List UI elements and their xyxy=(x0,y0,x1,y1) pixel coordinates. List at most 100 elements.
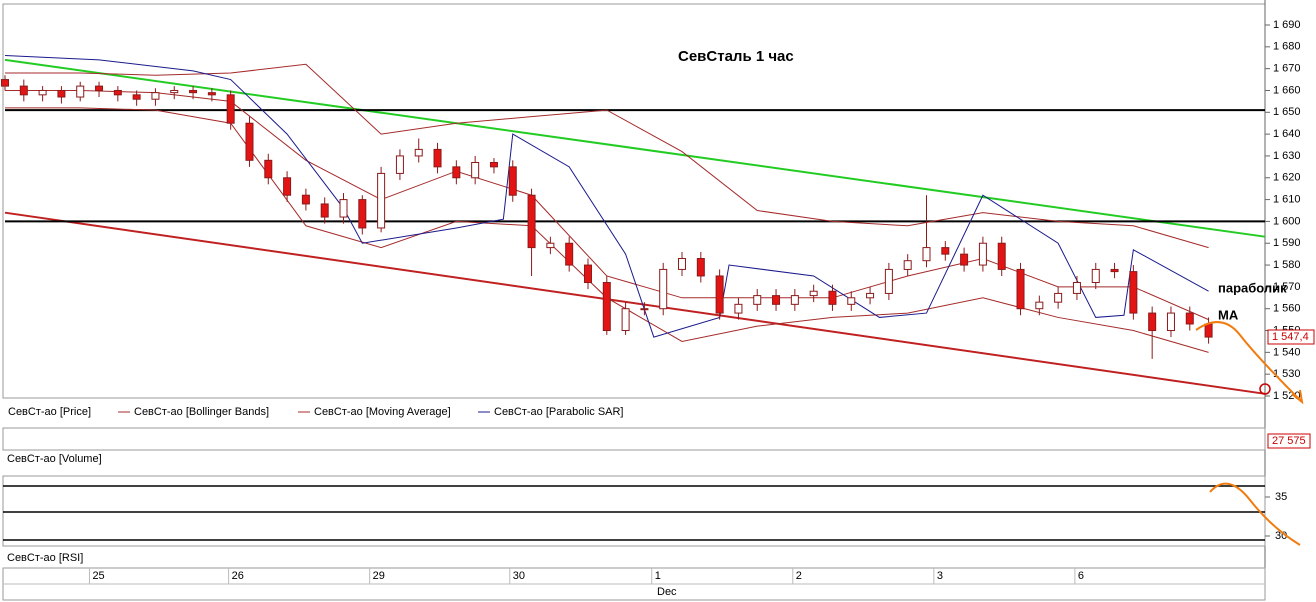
x-tick-label: 26 xyxy=(232,570,244,582)
candle-body xyxy=(1054,292,1063,303)
y-tick-label: 1 560 xyxy=(1273,303,1301,315)
candle-body xyxy=(395,155,404,174)
forecast-arrow xyxy=(1209,482,1301,546)
y-tick-label: 1 610 xyxy=(1273,193,1301,205)
x-tick-label: 1 xyxy=(655,570,661,582)
candle-body xyxy=(414,148,423,157)
y-tick-label: 1 570 xyxy=(1273,281,1301,293)
candle-body xyxy=(320,203,329,218)
legend-label: СевСт-ао [Price] xyxy=(8,406,91,418)
candle-body xyxy=(76,85,85,98)
candle-body xyxy=(1072,282,1081,294)
candle-body xyxy=(847,297,856,305)
candle-body xyxy=(339,199,348,218)
x-tick-label: 30 xyxy=(513,570,525,582)
candle-body xyxy=(941,247,950,255)
volume-tag-label: 27 575 xyxy=(1272,435,1306,447)
y-tick-label: 1 660 xyxy=(1273,84,1301,96)
candle-body xyxy=(1035,301,1044,310)
marker xyxy=(1259,383,1271,395)
candle-body xyxy=(790,295,799,305)
trend-line xyxy=(4,211,1266,395)
candle-body xyxy=(546,242,555,249)
candle-body xyxy=(997,242,1006,270)
candle-body xyxy=(621,308,630,332)
chart-title: СевСталь 1 час xyxy=(678,48,794,65)
panel-title: СевСт-ао [Volume] xyxy=(7,453,102,465)
candle-body xyxy=(696,258,705,277)
candle-body xyxy=(960,253,969,266)
candle-body xyxy=(640,308,649,311)
candle-body xyxy=(489,161,498,168)
x-tick-label: 25 xyxy=(92,570,104,582)
candle-body xyxy=(95,85,104,91)
candle-body xyxy=(358,199,367,229)
volume-panel xyxy=(2,427,1266,451)
candle-body xyxy=(583,264,592,284)
candle-body xyxy=(828,290,837,305)
candle-body xyxy=(659,268,668,310)
y-tick-label: 1 640 xyxy=(1273,128,1301,140)
price-tag-label: 1 547,4 xyxy=(1272,331,1309,343)
y-tick-label: 1 670 xyxy=(1273,63,1301,75)
y-tick-label: 1 620 xyxy=(1273,172,1301,184)
x-tick-label: 6 xyxy=(1078,570,1084,582)
candle-body xyxy=(1091,268,1100,284)
candle-body xyxy=(113,89,122,96)
candle-body xyxy=(38,89,47,96)
candle-body xyxy=(19,85,28,96)
candle-body xyxy=(772,295,781,305)
candle-body xyxy=(508,166,517,196)
x-tick-label: 2 xyxy=(796,570,802,582)
y-tick-label: 1 650 xyxy=(1273,106,1301,118)
y-tick-label: 1 530 xyxy=(1273,368,1301,380)
candle-body xyxy=(1016,268,1025,310)
candle-body xyxy=(1166,312,1175,332)
candle-body xyxy=(903,260,912,270)
candle-body xyxy=(602,282,611,332)
candle-body xyxy=(1129,271,1138,314)
candle-body xyxy=(226,94,235,124)
candle-body xyxy=(1,79,9,87)
candle-body xyxy=(565,242,574,266)
indicator-line xyxy=(4,55,1209,338)
x-tick-label: 29 xyxy=(373,570,385,582)
candle-body xyxy=(264,159,273,179)
legend-label: СевСт-ао [Parabolic SAR] xyxy=(494,406,624,418)
y-tick-label: 1 680 xyxy=(1273,41,1301,53)
candle-body xyxy=(678,258,687,270)
candle-body xyxy=(471,161,480,179)
candle-body xyxy=(433,148,442,168)
candle-body xyxy=(978,242,987,266)
candle-body xyxy=(283,177,292,196)
candle-body xyxy=(301,194,310,205)
candle-body xyxy=(809,290,818,297)
rsi-panel xyxy=(2,475,1266,547)
y-tick-label: 35 xyxy=(1275,491,1287,503)
legend-label: СевСт-ао [Moving Average] xyxy=(314,406,451,418)
candle-body xyxy=(922,247,931,262)
candle-body xyxy=(715,275,724,314)
y-tick-label: 1 590 xyxy=(1273,237,1301,249)
candle-body xyxy=(57,89,66,98)
candle-body xyxy=(170,89,179,94)
y-tick-label: 1 690 xyxy=(1273,19,1301,31)
candle-body xyxy=(884,268,893,294)
candle-body xyxy=(151,92,160,100)
candle-body xyxy=(452,166,461,179)
price-tag xyxy=(1267,329,1315,345)
candle-body xyxy=(1110,268,1119,273)
candle-body xyxy=(753,295,762,305)
annotation: МА xyxy=(1218,307,1239,322)
candle-body xyxy=(132,94,141,100)
candle-body xyxy=(377,172,386,229)
y-tick-label: 1 600 xyxy=(1273,215,1301,227)
candle-body xyxy=(207,92,216,96)
forecast-arrow xyxy=(1195,321,1301,401)
candle-body xyxy=(734,303,743,314)
candle-body xyxy=(1148,312,1157,332)
legend-label: СевСт-ао [Bollinger Bands] xyxy=(134,406,269,418)
candle-body xyxy=(866,292,875,299)
candle-body xyxy=(1185,312,1194,325)
